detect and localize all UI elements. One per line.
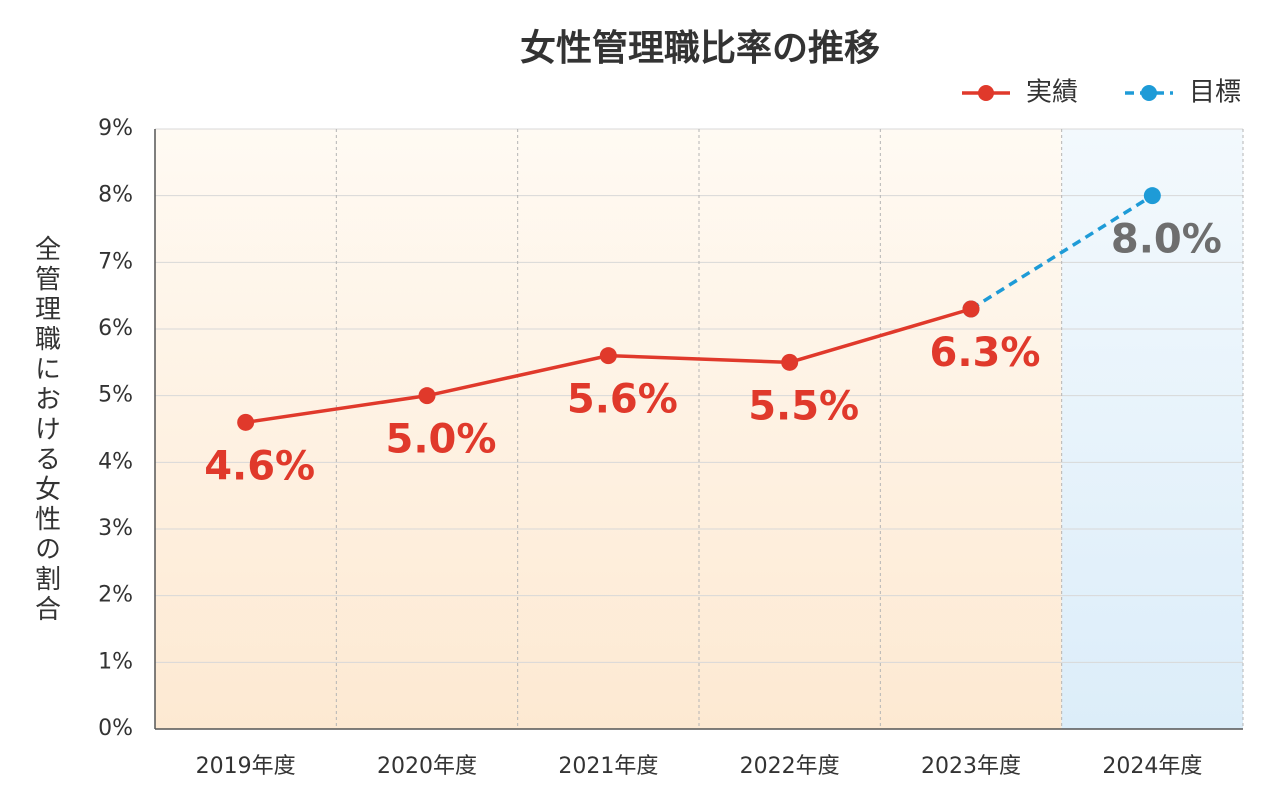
y-tick-label: 0%: [98, 716, 133, 741]
data-point: [1143, 187, 1161, 205]
y-tick-label: 8%: [98, 183, 133, 208]
chart-title: 女性管理職比率の推移: [520, 28, 880, 69]
y-axis-label: 全管理職における女性の割合: [31, 235, 61, 625]
x-tick-label: 2024年度: [1102, 754, 1202, 779]
x-tick-label: 2021年度: [558, 754, 658, 779]
legend-label: 目標: [1189, 78, 1241, 108]
data-point: [237, 413, 255, 431]
series-line: [970, 194, 1154, 311]
legend-marker: [1141, 85, 1157, 101]
y-tick-label: 3%: [98, 516, 133, 541]
data-label: 4.6%: [204, 443, 315, 489]
legend-marker: [978, 85, 994, 101]
data-point: [418, 387, 436, 405]
x-tick-label: 2020年度: [377, 754, 477, 779]
data-label: 6.3%: [930, 330, 1041, 376]
y-tick-label: 7%: [98, 249, 133, 274]
y-tick-label: 9%: [98, 116, 133, 141]
x-tick-label: 2023年度: [921, 754, 1021, 779]
data-label: 5.5%: [748, 383, 859, 429]
data-label: 5.6%: [567, 377, 678, 423]
data-label: 5.0%: [386, 417, 497, 463]
data-label: 8.0%: [1111, 217, 1222, 263]
data-point: [781, 353, 799, 371]
y-tick-label: 1%: [98, 649, 133, 674]
y-tick-label: 4%: [98, 449, 133, 474]
x-tick-label: 2019年度: [196, 754, 296, 779]
actual-region: [155, 129, 1062, 729]
data-point: [599, 347, 617, 365]
legend-label: 実績: [1026, 78, 1078, 108]
x-tick-label: 2022年度: [740, 754, 840, 779]
data-point: [962, 300, 980, 318]
y-tick-label: 6%: [98, 316, 133, 341]
target-region: [1061, 129, 1243, 729]
y-tick-label: 5%: [98, 383, 133, 408]
y-tick-label: 2%: [98, 583, 133, 608]
